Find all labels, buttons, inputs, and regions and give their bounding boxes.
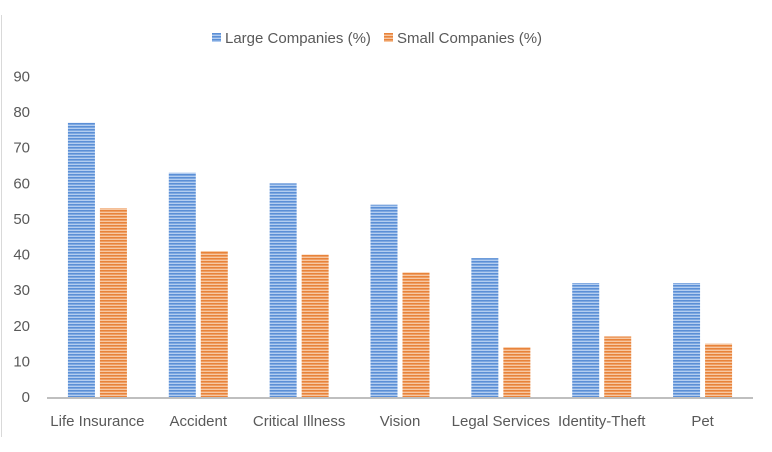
y-tick-label: 80 [13,104,30,121]
x-tick-label: Legal Services [452,413,550,430]
bar-small-life-insurance [99,208,127,397]
legend-label-small: Small Companies (%) [397,30,542,47]
y-tick-label: 30 [13,282,30,299]
x-tick-label: Identity-Theft [558,413,646,430]
legend-swatch-large [212,33,221,42]
y-tick-label: 60 [13,175,30,192]
x-tick-label: Life Insurance [50,413,144,430]
legend-swatch-small [384,33,393,42]
bar-large-legal-services [471,258,499,397]
legend-label-large: Large Companies (%) [225,30,371,47]
y-tick-label: 40 [13,247,30,264]
bar-large-pet [673,283,701,397]
y-axis: 0 10 20 30 40 50 60 70 80 90 [13,69,30,407]
bar-large-accident [168,172,196,397]
y-tick-label: 20 [13,318,30,335]
x-tick-label: Vision [380,413,421,430]
bar-small-vision [402,272,430,397]
y-tick-label: 90 [13,69,30,86]
y-tick-label: 10 [13,353,30,370]
x-tick-label: Pet [691,413,714,430]
y-tick-label: 50 [13,211,30,228]
x-axis: Life Insurance Accident Critical Illness Vi… [50,413,714,430]
bar-small-pet [705,343,733,397]
x-tick-label: Accident [170,413,228,430]
y-tick-label: 0 [22,389,30,406]
y-tick-label: 70 [13,140,30,157]
bar-small-critical-illness [301,254,329,397]
bar-large-vision [370,204,398,397]
bar-large-life-insurance [67,122,95,398]
bar-large-critical-illness [269,183,297,397]
bar-small-accident [200,250,228,397]
legend: Large Companies (%) Small Companies (%) [212,30,542,47]
bar-large-identity-theft [572,283,600,397]
bar-small-identity-theft [604,336,632,397]
bars [67,122,733,398]
x-tick-label: Critical Illness [253,413,346,430]
bar-small-legal-services [503,347,531,397]
